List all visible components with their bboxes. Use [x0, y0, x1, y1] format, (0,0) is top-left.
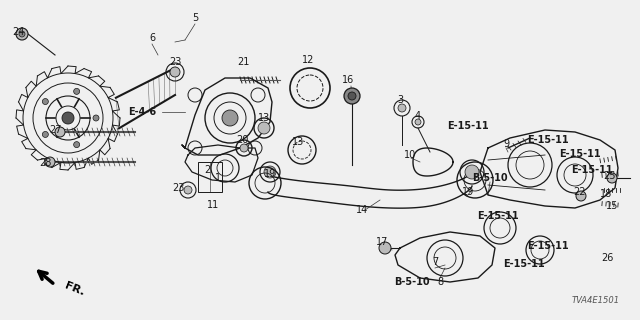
Text: 3: 3 [397, 95, 403, 105]
Text: B-5-10: B-5-10 [394, 277, 430, 287]
Bar [198, 162, 222, 192]
Text: 23: 23 [169, 57, 181, 67]
Text: E-15-11: E-15-11 [571, 165, 613, 175]
Circle shape [344, 88, 360, 104]
Circle shape [607, 173, 617, 183]
Text: 4: 4 [415, 111, 421, 121]
Text: 19: 19 [264, 169, 276, 179]
Text: 7: 7 [432, 257, 438, 267]
Circle shape [348, 92, 356, 100]
Circle shape [415, 119, 421, 125]
Text: 27: 27 [49, 125, 61, 135]
Circle shape [170, 67, 180, 77]
Text: E-15-11: E-15-11 [447, 121, 489, 131]
Text: 2: 2 [204, 165, 210, 175]
Text: 28: 28 [39, 158, 51, 168]
Text: 24: 24 [12, 27, 24, 37]
Text: 19: 19 [462, 187, 474, 197]
Text: 21: 21 [237, 57, 249, 67]
Text: FR.: FR. [63, 281, 86, 298]
Text: 17: 17 [376, 237, 388, 247]
Text: 22: 22 [573, 187, 586, 197]
Text: 12: 12 [302, 55, 314, 65]
Circle shape [576, 191, 586, 201]
Circle shape [74, 88, 79, 94]
Circle shape [465, 165, 479, 179]
Text: 23: 23 [172, 183, 184, 193]
Circle shape [55, 127, 65, 137]
Circle shape [184, 186, 192, 194]
Circle shape [42, 99, 49, 105]
Text: E-15-11: E-15-11 [477, 211, 519, 221]
Text: E-15-11: E-15-11 [559, 149, 601, 159]
Text: 11: 11 [207, 200, 219, 210]
Text: E-15-11: E-15-11 [527, 135, 569, 145]
Circle shape [93, 115, 99, 121]
Text: 9: 9 [503, 139, 509, 149]
Circle shape [45, 157, 55, 167]
Text: 10: 10 [404, 150, 416, 160]
Text: 1: 1 [215, 173, 221, 183]
Text: E-4-6: E-4-6 [128, 107, 156, 117]
Text: E-15-11: E-15-11 [503, 259, 545, 269]
Text: 5: 5 [192, 13, 198, 23]
Text: B-5-10: B-5-10 [472, 173, 508, 183]
Circle shape [74, 142, 79, 148]
Circle shape [398, 104, 406, 112]
Circle shape [379, 242, 391, 254]
Text: 13: 13 [258, 113, 270, 123]
Text: 6: 6 [149, 33, 155, 43]
Text: 26: 26 [601, 253, 613, 263]
Text: 18: 18 [600, 189, 612, 199]
Circle shape [16, 28, 28, 40]
Text: 8: 8 [437, 277, 443, 287]
Text: TVA4E1501: TVA4E1501 [572, 296, 620, 305]
Circle shape [258, 122, 270, 134]
Circle shape [222, 110, 238, 126]
Circle shape [62, 112, 74, 124]
Text: 14: 14 [356, 205, 368, 215]
Text: 20: 20 [236, 135, 248, 145]
Text: 16: 16 [342, 75, 354, 85]
Circle shape [240, 144, 248, 152]
Text: 15: 15 [606, 201, 618, 211]
Text: 25: 25 [604, 171, 616, 181]
Circle shape [19, 31, 25, 37]
Circle shape [42, 132, 49, 138]
Circle shape [264, 166, 276, 178]
Text: E-15-11: E-15-11 [527, 241, 569, 251]
Text: 13: 13 [292, 137, 304, 147]
